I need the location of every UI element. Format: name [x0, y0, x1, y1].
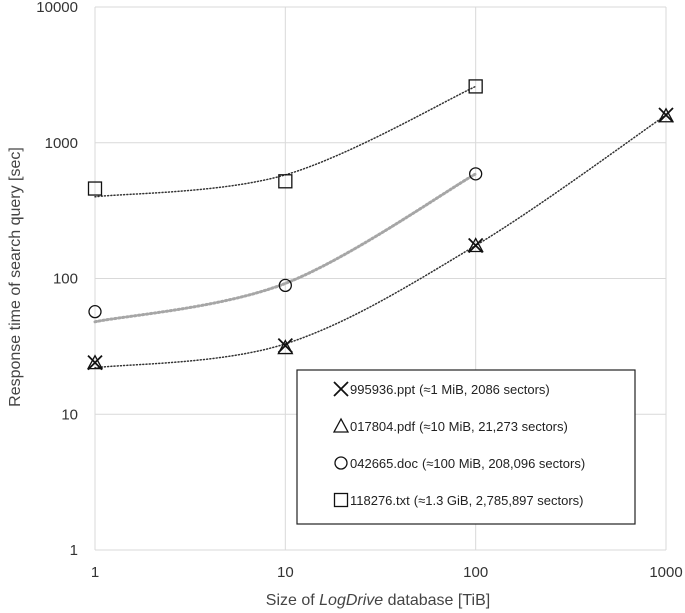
x-axis-title: Size of LogDrive database [TiB]: [266, 592, 490, 609]
y-tick-label: 1: [70, 542, 78, 559]
x-tick-label: 100: [463, 564, 488, 581]
data-point-995936-ppt: [468, 237, 484, 254]
data-point-042665-doc: [469, 167, 483, 181]
legend-label: 017804.pdf (≈10 MiB, 21,273 sectors): [350, 419, 568, 434]
legend-item: 118276.txt (≈1.3 GiB, 2,785,897 sectors): [333, 492, 583, 508]
legend-marker: [333, 381, 349, 397]
x-tick-labels: 1 10 100 1000: [91, 564, 683, 581]
x-marker-stroke: [333, 381, 349, 397]
legend-label: 995936.ppt (≈1 MiB, 2086 sectors): [350, 382, 550, 397]
x-tick-label: 1: [91, 564, 99, 581]
trend-line-042665-doc: [93, 172, 478, 324]
data-point-118276-txt: [278, 174, 293, 189]
data-point-017804-pdf: [86, 354, 104, 370]
x-axis-title-part-1: Size of: [266, 592, 319, 609]
x-marker-stroke: [658, 107, 674, 123]
data-point-995936-ppt: [658, 107, 674, 123]
y-tick-label: 10: [61, 406, 78, 423]
data-point-118276-txt: [468, 79, 483, 94]
legend-item: 017804.pdf (≈10 MiB, 21,273 sectors): [332, 417, 568, 434]
y-tick-label: 100: [53, 271, 78, 288]
legend-box: [296, 369, 636, 525]
x-tick-label: 1000: [649, 564, 682, 581]
legend-series-detail: (≈1 MiB, 2086 sectors): [419, 382, 550, 397]
data-point-017804-pdf: [467, 237, 484, 253]
data-markers: [86, 79, 675, 371]
data-point-017804-pdf: [277, 339, 294, 355]
legend-series-name: 017804.pdf: [350, 419, 415, 434]
data-point-995936-ppt: [87, 354, 103, 371]
legend-series-detail: (≈1.3 GiB, 2,785,897 sectors): [414, 493, 584, 508]
y-axis-title: Response time of search query [sec]: [7, 147, 24, 407]
x-tick-label: 10: [277, 564, 294, 581]
legend-series-name: 118276.txt: [350, 493, 410, 508]
trend-lines: [93, 85, 667, 369]
y-tick-label: 1000: [45, 135, 78, 152]
legend-marker: [334, 456, 348, 470]
legend-item: 042665.doc (≈100 MiB, 208,096 sectors): [334, 456, 585, 471]
data-point-042665-doc: [88, 304, 102, 319]
x-marker-stroke: [468, 237, 484, 254]
legend: 995936.ppt (≈1 MiB, 2086 sectors) 017804.p…: [296, 369, 636, 525]
legend-series-detail: (≈10 MiB, 21,273 sectors): [419, 419, 568, 434]
legend-series-name: 042665.doc: [350, 456, 418, 471]
data-point-042665-doc: [278, 278, 292, 293]
y-tick-labels: 1 10 100 1000 10000: [36, 0, 78, 559]
x-axis-title-part-3: database [TiB]: [383, 592, 490, 609]
x-axis-title-part-2: LogDrive: [319, 592, 383, 609]
legend-item: 995936.ppt (≈1 MiB, 2086 sectors): [333, 381, 550, 397]
data-point-017804-pdf: [657, 107, 675, 123]
legend-marker: [332, 417, 350, 433]
legend-series-detail: (≈100 MiB, 208,096 sectors): [422, 456, 585, 471]
legend-label: 042665.doc (≈100 MiB, 208,096 sectors): [350, 456, 585, 471]
trend-line-995936-ppt: [94, 114, 667, 369]
data-point-118276-txt: [87, 181, 103, 196]
legend-series-name: 995936.ppt: [350, 382, 415, 397]
legend-marker: [333, 492, 349, 508]
legend-label: 118276.txt (≈1.3 GiB, 2,785,897 sectors): [350, 493, 583, 508]
x-marker-stroke: [87, 354, 103, 371]
y-tick-label: 10000: [36, 0, 78, 16]
